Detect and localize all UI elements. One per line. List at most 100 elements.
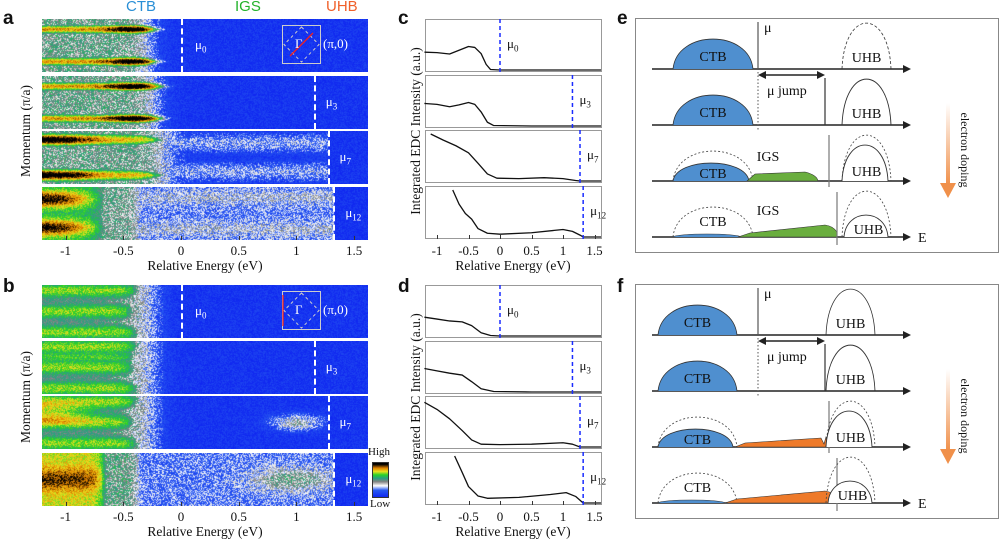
mu-label-a-2: μ7 (340, 149, 351, 167)
mu-subscript: 12 (352, 213, 361, 223)
mu-subscript: 3 (586, 366, 591, 376)
x-tick-label-d: 0 (497, 509, 504, 525)
heatmap-b-row-3 (42, 453, 368, 506)
mu-label-a-1: μ3 (326, 94, 337, 112)
heatmap-b-row-2 (42, 396, 368, 449)
panel-label-c: c (398, 8, 409, 30)
axis-arrowhead-3 (903, 233, 911, 241)
mu-label-a-0: μ0 (195, 37, 206, 55)
ctb-label-0: CTB (684, 316, 711, 331)
x-tick-label-a: -0.5 (113, 243, 134, 259)
mu-line-a-2 (328, 131, 330, 184)
heatmap-a-row-1 (42, 76, 368, 129)
ctb-label-2: CTB (699, 167, 726, 182)
mu-subscript: 0 (202, 311, 207, 321)
heatmap-a-row-3 (42, 187, 368, 240)
mu-subscript: 0 (202, 45, 207, 55)
panel-label-d: d (398, 276, 410, 298)
mu-line-a-3 (333, 187, 335, 240)
mu-label: μ (764, 287, 772, 302)
y-axis-label-d: Integrated EDC Intensity (a.u.) (408, 313, 424, 481)
igs-band-2 (735, 437, 829, 447)
edc-curve-12 (453, 190, 601, 237)
band-diagram-f: CTBCTBUHBUHBμμ jumpCTB UHBCTBUHBEelectron… (635, 284, 999, 519)
x-tick-mark-b (354, 502, 355, 506)
x-tick-label-b: 0.5 (231, 509, 247, 525)
mu-jump-arrowhead-left (758, 337, 766, 345)
x-tick-mark-c (563, 235, 564, 239)
x-tick-mark-d (437, 501, 438, 505)
ctb-header-label: CTB (126, 0, 156, 15)
inset-corner-label-b: (π,0) (323, 302, 348, 318)
uhb-header-label: UHB (326, 0, 358, 15)
mu-jump-arrowhead-right (817, 337, 825, 345)
edc-curve-7 (431, 134, 601, 181)
x-tick-mark-a (354, 236, 355, 240)
mu-label-d-0: μ0 (507, 302, 518, 320)
x-tick-label-a: 1.5 (346, 243, 362, 259)
mu-jump-arrowhead-left (758, 71, 766, 79)
mu-subscript: 3 (586, 100, 591, 110)
edc-curve-7 (424, 402, 601, 447)
x-tick-mark-c (532, 235, 533, 239)
x-tick-mark-a (123, 236, 124, 240)
panel-label-f: f (617, 276, 623, 298)
x-tick-mark-d (595, 501, 596, 505)
mu-jump-arrowhead-right (817, 71, 825, 79)
x-tick-label-b: 1 (293, 509, 300, 525)
x-tick-mark-b (66, 502, 67, 506)
heatmap-a-row-2 (42, 131, 368, 184)
uhb-label-3: UHB (854, 223, 884, 238)
mu-subscript: 7 (594, 155, 599, 165)
mu-subscript: 3 (333, 102, 338, 112)
x-tick-label-c: 0.5 (523, 243, 539, 259)
igs-label-3: IGS (757, 204, 780, 219)
inset-gamma-label-a: Γ (295, 36, 303, 52)
axis-arrowhead-0 (903, 331, 911, 339)
edc-curve-12 (455, 456, 601, 503)
x-tick-label-b: -0.5 (113, 509, 134, 525)
energy-axis-label: E (918, 231, 927, 246)
mu-line-a-0 (181, 19, 183, 72)
mu-line-b-2 (328, 396, 330, 449)
x-tick-label-c: -1 (432, 243, 443, 259)
y-axis-label-a: Momentum (π/a) (18, 85, 34, 177)
x-tick-label-c: -0.5 (458, 243, 479, 259)
x-tick-label-b: 1.5 (346, 509, 362, 525)
energy-axis-label: E (918, 497, 927, 512)
x-tick-label-b: 0 (178, 509, 185, 525)
mu-label-a-3: μ12 (345, 205, 361, 223)
mu-label-c-0: μ0 (507, 36, 518, 54)
edc-plot-c-2 (425, 130, 602, 183)
ctb-label-0: CTB (699, 50, 726, 65)
axis-arrowhead-3 (903, 499, 911, 507)
x-tick-mark-a (66, 236, 67, 240)
igs-band-3 (738, 225, 837, 237)
edc-curve-3 (424, 369, 601, 393)
edc-plot-d-1 (425, 341, 602, 394)
x-tick-mark-d (469, 501, 470, 505)
mu-subscript: 7 (347, 157, 352, 167)
igs-band-3 (725, 491, 837, 503)
mu-subscript: 0 (514, 44, 519, 54)
x-tick-mark-a (181, 236, 182, 240)
inset-gamma-label-b: Γ (295, 302, 303, 318)
ctb-label-1: CTB (684, 372, 711, 387)
mu-subscript: 12 (352, 479, 361, 489)
x-tick-mark-b (123, 502, 124, 506)
igs-band-2 (747, 172, 818, 181)
mu-label-b-2: μ7 (340, 414, 351, 432)
edc-curve-3 (424, 103, 601, 127)
mu-label-d-1: μ3 (579, 358, 590, 376)
mu-label-b-3: μ12 (345, 471, 361, 489)
colorbar-high-label: High (368, 446, 390, 458)
uhb-label-3: UHB (838, 489, 868, 504)
x-tick-mark-c (500, 235, 501, 239)
edc-plot-d-2 (425, 396, 602, 449)
electron-doping-arrow-shaft (946, 369, 950, 451)
electron-doping-label: electron doping (958, 379, 972, 454)
x-tick-label-a: 0 (178, 243, 185, 259)
x-tick-label-a: -1 (60, 243, 71, 259)
x-tick-label-d: 0.5 (523, 509, 539, 525)
x-tick-mark-c (469, 235, 470, 239)
